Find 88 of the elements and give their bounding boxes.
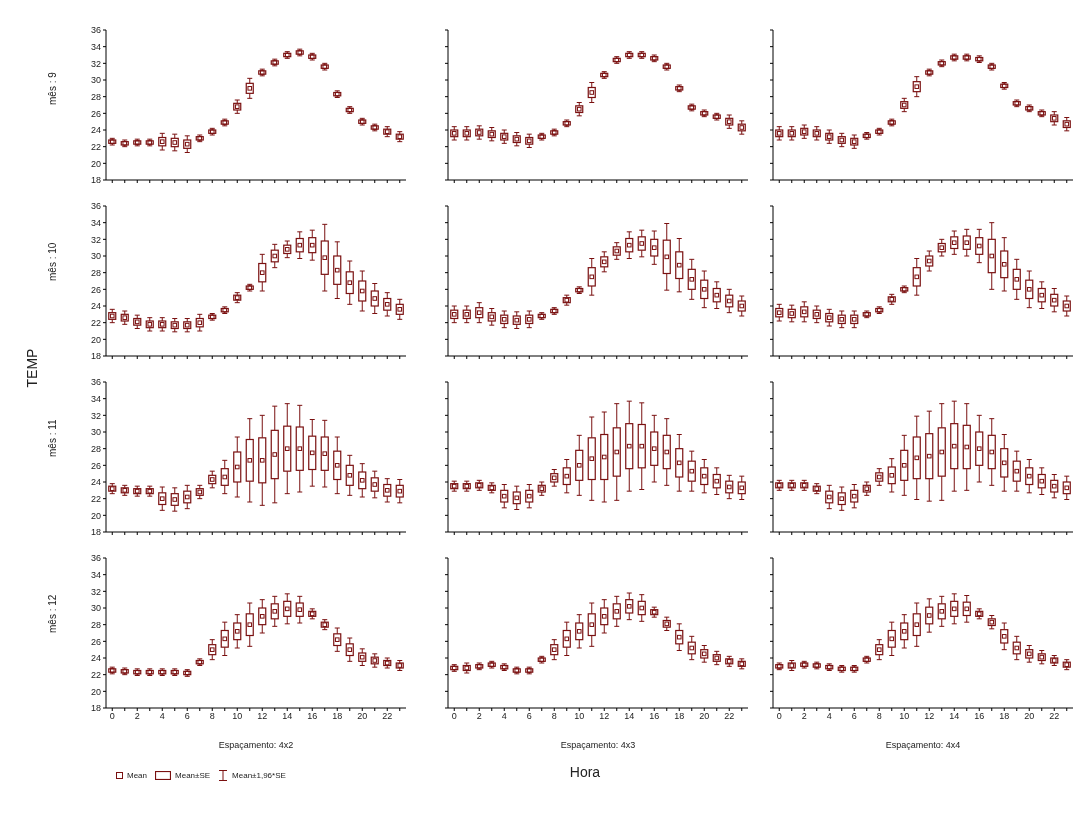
x-tick-label: 2 bbox=[134, 711, 140, 722]
x-tick-label: 18 bbox=[674, 711, 685, 722]
x-tick-label: 12 bbox=[599, 711, 610, 722]
x-tick-label: 12 bbox=[257, 711, 268, 722]
x-tick-label: 22 bbox=[382, 711, 393, 722]
y-tick-label: 36 bbox=[90, 377, 101, 388]
x-tick-label: 14 bbox=[624, 711, 635, 722]
x-tick-label: 6 bbox=[526, 711, 532, 722]
x-tick-label: 4 bbox=[159, 711, 165, 722]
x-axis-title: Espaçamento: 4x3 bbox=[560, 740, 636, 750]
x-tick-label: 0 bbox=[776, 711, 782, 722]
y-tick-label: 30 bbox=[90, 603, 101, 614]
x-tick-label: 10 bbox=[232, 711, 243, 722]
y-tick-label: 24 bbox=[90, 301, 101, 312]
y-tick-label: 36 bbox=[90, 553, 101, 564]
x-axis-title: Espaçamento: 4x4 bbox=[885, 740, 961, 750]
y-tick-label: 28 bbox=[90, 619, 101, 630]
y-tick-label: 26 bbox=[90, 636, 101, 647]
y-axis-title: mês : 9 bbox=[46, 71, 58, 105]
y-tick-label: 28 bbox=[90, 267, 101, 278]
y-tick-label: 26 bbox=[90, 108, 101, 119]
text: Hora bbox=[568, 764, 602, 780]
x-tick-label: 18 bbox=[332, 711, 343, 722]
y-axis-title: mês : 10 bbox=[46, 242, 58, 281]
y-tick-label: 32 bbox=[90, 586, 101, 597]
y-tick-label: 28 bbox=[90, 91, 101, 102]
y-tick-label: 34 bbox=[90, 569, 101, 580]
text: Mean±1,96*SE bbox=[232, 771, 286, 780]
y-tick-label: 30 bbox=[90, 251, 101, 262]
y-tick-label: 24 bbox=[90, 653, 101, 664]
y-tick-label: 18 bbox=[90, 703, 101, 714]
x-tick-label: 20 bbox=[357, 711, 368, 722]
x-tick-label: 22 bbox=[1049, 711, 1060, 722]
y-tick-label: 30 bbox=[90, 427, 101, 438]
x-tick-label: 8 bbox=[876, 711, 882, 722]
y-tick-label: 24 bbox=[90, 125, 101, 136]
y-tick-label: 20 bbox=[90, 510, 101, 521]
y-tick-label: 22 bbox=[90, 317, 101, 328]
y-axis-title: mês : 12 bbox=[46, 594, 58, 633]
y-tick-label: 26 bbox=[90, 284, 101, 295]
y-tick-label: 28 bbox=[90, 443, 101, 454]
y-tick-label: 20 bbox=[90, 334, 101, 345]
x-tick-label: 10 bbox=[574, 711, 585, 722]
x-tick-label: 0 bbox=[109, 711, 115, 722]
x-tick-label: 2 bbox=[801, 711, 807, 722]
y-tick-label: 22 bbox=[90, 493, 101, 504]
x-tick-label: 20 bbox=[699, 711, 710, 722]
y-tick-label: 34 bbox=[90, 217, 101, 228]
y-axis-title: mês : 11 bbox=[46, 418, 58, 457]
y-tick-label: 22 bbox=[90, 141, 101, 152]
y-tick-label: 36 bbox=[90, 25, 101, 36]
x-tick-label: 10 bbox=[899, 711, 910, 722]
y-tick-label: 32 bbox=[90, 410, 101, 421]
x-tick-label: 14 bbox=[282, 711, 293, 722]
y-tick-label: 32 bbox=[90, 58, 101, 69]
x-tick-label: 18 bbox=[999, 711, 1010, 722]
y-tick-label: 18 bbox=[90, 351, 101, 362]
x-tick-label: 4 bbox=[501, 711, 507, 722]
x-tick-label: 14 bbox=[949, 711, 960, 722]
text: TEMP bbox=[24, 348, 41, 388]
x-tick-label: 20 bbox=[1024, 711, 1035, 722]
x-tick-label: 6 bbox=[184, 711, 190, 722]
x-tick-label: 12 bbox=[924, 711, 935, 722]
x-tick-label: 8 bbox=[551, 711, 557, 722]
x-axis-title: Espaçamento: 4x2 bbox=[218, 740, 294, 750]
x-tick-label: 4 bbox=[826, 711, 832, 722]
y-tick-label: 22 bbox=[90, 669, 101, 680]
y-tick-label: 20 bbox=[90, 158, 101, 169]
x-tick-label: 6 bbox=[851, 711, 857, 722]
x-tick-label: 0 bbox=[451, 711, 457, 722]
y-tick-label: 18 bbox=[90, 527, 101, 538]
y-tick-label: 36 bbox=[90, 201, 101, 212]
x-tick-label: 16 bbox=[974, 711, 985, 722]
x-tick-label: 16 bbox=[307, 711, 318, 722]
y-tick-label: 30 bbox=[90, 75, 101, 86]
x-tick-label: 22 bbox=[724, 711, 735, 722]
text: Mean±SE bbox=[175, 771, 211, 780]
y-tick-label: 24 bbox=[90, 477, 101, 488]
x-tick-label: 2 bbox=[476, 711, 482, 722]
y-tick-label: 18 bbox=[90, 175, 101, 186]
y-tick-label: 34 bbox=[90, 393, 101, 404]
y-tick-label: 34 bbox=[90, 41, 101, 52]
y-tick-label: 32 bbox=[90, 234, 101, 245]
y-tick-label: 20 bbox=[90, 686, 101, 697]
y-tick-label: 26 bbox=[90, 460, 101, 471]
x-tick-label: 16 bbox=[649, 711, 660, 722]
x-tick-label: 8 bbox=[209, 711, 215, 722]
text: Mean bbox=[127, 771, 148, 780]
